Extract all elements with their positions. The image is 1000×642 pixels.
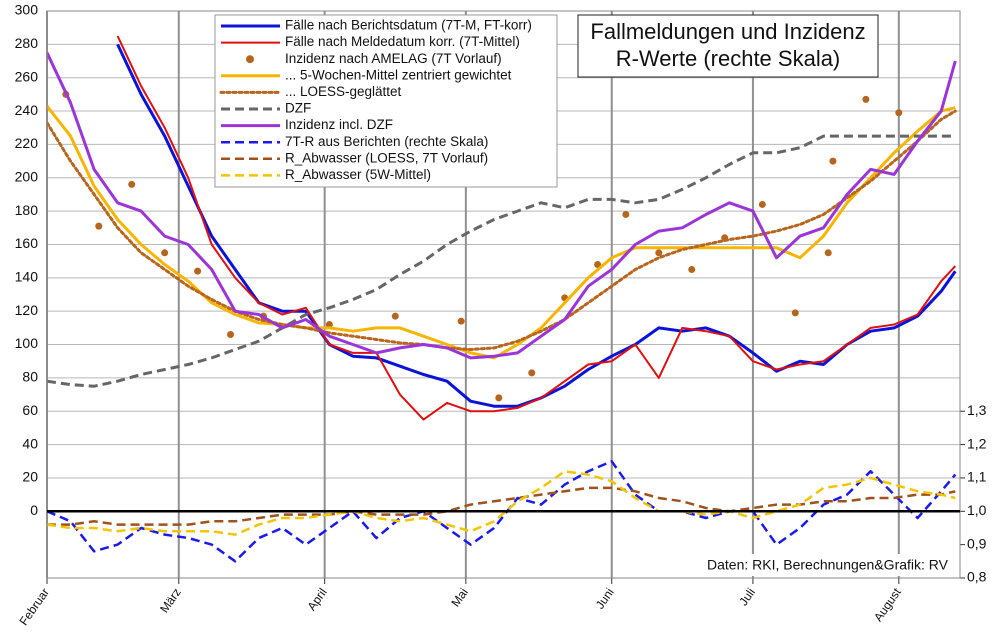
y-tick-label: 100 bbox=[15, 335, 39, 351]
legend-label: ... 5-Wochen-Mittel zentriert gewichtet bbox=[285, 67, 512, 82]
data-point bbox=[824, 249, 832, 257]
y-tick-label: 220 bbox=[15, 135, 39, 151]
data-point bbox=[594, 260, 602, 268]
legend-label: ... LOESS-geglättet bbox=[285, 84, 402, 99]
source: Daten: RKI, Berechnungen&Grafik: RV bbox=[707, 557, 949, 573]
data-point bbox=[895, 109, 903, 117]
x-tick-label: August bbox=[871, 585, 904, 624]
y-tick-label: 200 bbox=[15, 168, 39, 184]
legend-label: Fälle nach Berichtsdatum (7T-M, FT-korr) bbox=[285, 18, 532, 33]
series bbox=[47, 35, 957, 563]
data-point bbox=[457, 317, 465, 325]
plot-frame bbox=[46, 10, 961, 579]
source-box bbox=[668, 554, 953, 576]
data-point bbox=[161, 249, 169, 257]
y-tick-label: 240 bbox=[15, 102, 39, 118]
y2-tick-label: 1,2 bbox=[967, 435, 987, 451]
y2-tick-label: 1,0 bbox=[967, 502, 987, 518]
legend-label: R_Abwasser (5W-Mittel) bbox=[285, 167, 431, 182]
data-point bbox=[622, 210, 630, 218]
y-tick-label: 300 bbox=[15, 2, 39, 18]
data-point bbox=[528, 369, 536, 377]
series-line bbox=[47, 470, 956, 536]
chart-subtitle: R-Werte (rechte Skala) bbox=[616, 46, 841, 71]
legend-label: 7T-R aus Berichten (rechte Skala) bbox=[285, 134, 488, 149]
data-point bbox=[655, 249, 663, 257]
x-tick-label: März bbox=[157, 586, 184, 616]
data-point bbox=[495, 394, 503, 402]
legend: Fälle nach Berichtsdatum (7T-M, FT-korr)… bbox=[219, 18, 532, 182]
y2-tick-label: 0,8 bbox=[967, 569, 987, 585]
y-tick-label: 280 bbox=[15, 35, 39, 51]
y2-tick-label: 1,1 bbox=[967, 469, 987, 485]
x-tick-label: April bbox=[304, 586, 329, 614]
series-line bbox=[116, 35, 957, 421]
y-tick-label: 40 bbox=[22, 435, 38, 451]
title-box bbox=[577, 14, 879, 78]
data-point bbox=[829, 157, 837, 165]
legend-label: Fälle nach Meldedatum korr. (7T-Mittel) bbox=[285, 34, 520, 49]
series-line bbox=[47, 486, 956, 526]
data-point bbox=[758, 200, 766, 208]
data-point bbox=[227, 331, 235, 339]
y-tick-label: 180 bbox=[15, 202, 39, 218]
x-tick-label: Juni bbox=[593, 586, 617, 612]
y-tick-label: 140 bbox=[15, 269, 39, 285]
x-tick-label: Februar bbox=[16, 586, 52, 628]
data-point bbox=[688, 265, 696, 273]
y-tick-label: 120 bbox=[15, 302, 39, 318]
series-line bbox=[47, 109, 957, 351]
y-tick-label: 160 bbox=[15, 235, 39, 251]
data-point bbox=[325, 321, 333, 329]
x-tick-label: Mai bbox=[448, 586, 471, 610]
legend-label: R_Abwasser (LOESS, 7T Vorlauf) bbox=[285, 150, 488, 165]
y2-tick-label: 0,9 bbox=[967, 535, 987, 551]
y2-tick-label: 1,3 bbox=[967, 402, 987, 418]
legend-label: DZF bbox=[285, 101, 311, 116]
y-tick-label: 60 bbox=[22, 402, 38, 418]
y-tick-label: 80 bbox=[22, 369, 38, 385]
legend-marker bbox=[246, 55, 254, 64]
y-tick-label: 0 bbox=[30, 502, 38, 518]
x-tick-label: Juli bbox=[736, 586, 758, 609]
data-point bbox=[194, 267, 202, 275]
legend-label: Inzidenz incl. DZF bbox=[285, 117, 393, 132]
y-tick-label: 260 bbox=[15, 68, 39, 84]
series-line bbox=[47, 52, 957, 360]
y-tick-label: 20 bbox=[22, 469, 38, 485]
data-point bbox=[391, 312, 399, 320]
series-line bbox=[47, 134, 956, 388]
data-point bbox=[95, 222, 103, 230]
series-line bbox=[47, 460, 957, 563]
data-point bbox=[862, 95, 870, 103]
data-point bbox=[791, 309, 799, 317]
chart-title: Fallmeldungen und Inzidenz bbox=[590, 19, 865, 44]
legend-label: Inzidenz nach AMELAG (7T Vorlauf) bbox=[285, 51, 502, 66]
data-point bbox=[128, 180, 136, 188]
